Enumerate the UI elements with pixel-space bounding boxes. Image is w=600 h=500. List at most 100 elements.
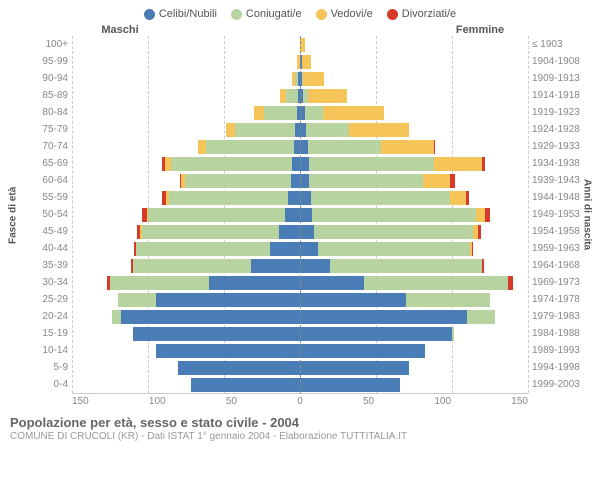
seg (300, 174, 309, 188)
birth-label: 1924-1928 (532, 121, 580, 138)
seg (300, 225, 314, 239)
birth-label: ≤ 1903 (532, 36, 580, 53)
seg (300, 191, 311, 205)
chart: Fasce di età 100+95-9990-9485-8980-8475-… (0, 36, 600, 394)
seg (323, 106, 384, 120)
plot-area (72, 36, 528, 394)
seg (476, 208, 485, 222)
bar-male (72, 327, 300, 341)
age-label: 15-19 (20, 325, 68, 342)
bar-male (72, 293, 300, 307)
bar-male (72, 140, 300, 154)
seg (286, 89, 298, 103)
seg (406, 293, 490, 307)
seg (485, 208, 490, 222)
age-label: 35-39 (20, 257, 68, 274)
age-label: 100+ (20, 36, 68, 53)
bar-male (72, 157, 300, 171)
age-label: 20-24 (20, 308, 68, 325)
bar-female (300, 123, 528, 137)
age-label: 55-59 (20, 189, 68, 206)
bar-male (72, 208, 300, 222)
bar-male (72, 123, 300, 137)
seg (318, 242, 470, 256)
seg (312, 208, 476, 222)
birth-label: 1969-1973 (532, 274, 580, 291)
bar-female (300, 259, 528, 273)
seg (311, 191, 451, 205)
age-label: 80-84 (20, 104, 68, 121)
seg (309, 174, 423, 188)
bar-female (300, 140, 528, 154)
chart-subtitle: COMUNE DI CRUCOLI (KR) - Dati ISTAT 1° g… (10, 431, 590, 442)
seg (156, 344, 300, 358)
birth-label: 1964-1968 (532, 257, 580, 274)
seg (508, 276, 513, 290)
age-label: 30-34 (20, 274, 68, 291)
birth-label: 1909-1913 (532, 70, 580, 87)
age-label: 95-99 (20, 53, 68, 70)
bar-male (72, 55, 300, 69)
birth-label: 1904-1908 (532, 53, 580, 70)
y-labels-birth: ≤ 19031904-19081909-19131914-19181919-19… (528, 36, 580, 394)
seg (288, 191, 300, 205)
age-label: 75-79 (20, 121, 68, 138)
seg (450, 174, 455, 188)
age-label: 25-29 (20, 291, 68, 308)
seg (300, 293, 406, 307)
seg (209, 276, 300, 290)
age-label: 50-54 (20, 206, 68, 223)
bar-male (72, 361, 300, 375)
seg (206, 140, 294, 154)
legend-label: Celibi/Nubili (159, 8, 217, 20)
age-label: 65-69 (20, 155, 68, 172)
seg (482, 259, 484, 273)
bar-female (300, 106, 528, 120)
bar-male (72, 225, 300, 239)
x-ticks: 15010050050100150 (72, 396, 528, 407)
bar-male (72, 276, 300, 290)
header-male: Maschi (0, 24, 300, 36)
legend-label: Divorziati/e (402, 8, 456, 20)
y-axis-title-left: Fasce di età (6, 36, 20, 394)
seg (450, 191, 465, 205)
seg (178, 361, 300, 375)
seg (300, 361, 409, 375)
y-axis-title-right: Anni di nascita (580, 36, 594, 394)
birth-label: 1974-1978 (532, 291, 580, 308)
birth-label: 1934-1938 (532, 155, 580, 172)
bar-male (72, 89, 300, 103)
birth-label: 1984-1988 (532, 325, 580, 342)
seg (133, 327, 300, 341)
bar-male (72, 174, 300, 188)
birth-label: 1994-1998 (532, 359, 580, 376)
age-label: 90-94 (20, 70, 68, 87)
bar-male (72, 310, 300, 324)
seg (300, 327, 452, 341)
seg (305, 106, 323, 120)
bar-female (300, 55, 528, 69)
seg (330, 259, 482, 273)
bar-male (72, 38, 300, 52)
legend-item: Celibi/Nubili (144, 8, 217, 20)
x-tick: 150 (72, 396, 89, 407)
legend-item: Divorziati/e (387, 8, 456, 20)
birth-label: 1989-1993 (532, 342, 580, 359)
y-labels-age: 100+95-9990-9485-8980-8475-7970-7465-696… (20, 36, 72, 394)
seg (300, 259, 330, 273)
footer: Popolazione per età, sesso e stato civil… (0, 407, 600, 442)
bar-female (300, 157, 528, 171)
bar-female (300, 191, 528, 205)
seg (300, 310, 467, 324)
birth-label: 1929-1933 (532, 138, 580, 155)
seg (118, 293, 156, 307)
chart-title: Popolazione per età, sesso e stato civil… (10, 415, 590, 430)
seg (364, 276, 508, 290)
bar-female (300, 174, 528, 188)
seg (279, 225, 300, 239)
seg (185, 174, 291, 188)
birth-label: 1944-1948 (532, 189, 580, 206)
bar-female (300, 378, 528, 392)
seg (142, 225, 279, 239)
bar-female (300, 310, 528, 324)
